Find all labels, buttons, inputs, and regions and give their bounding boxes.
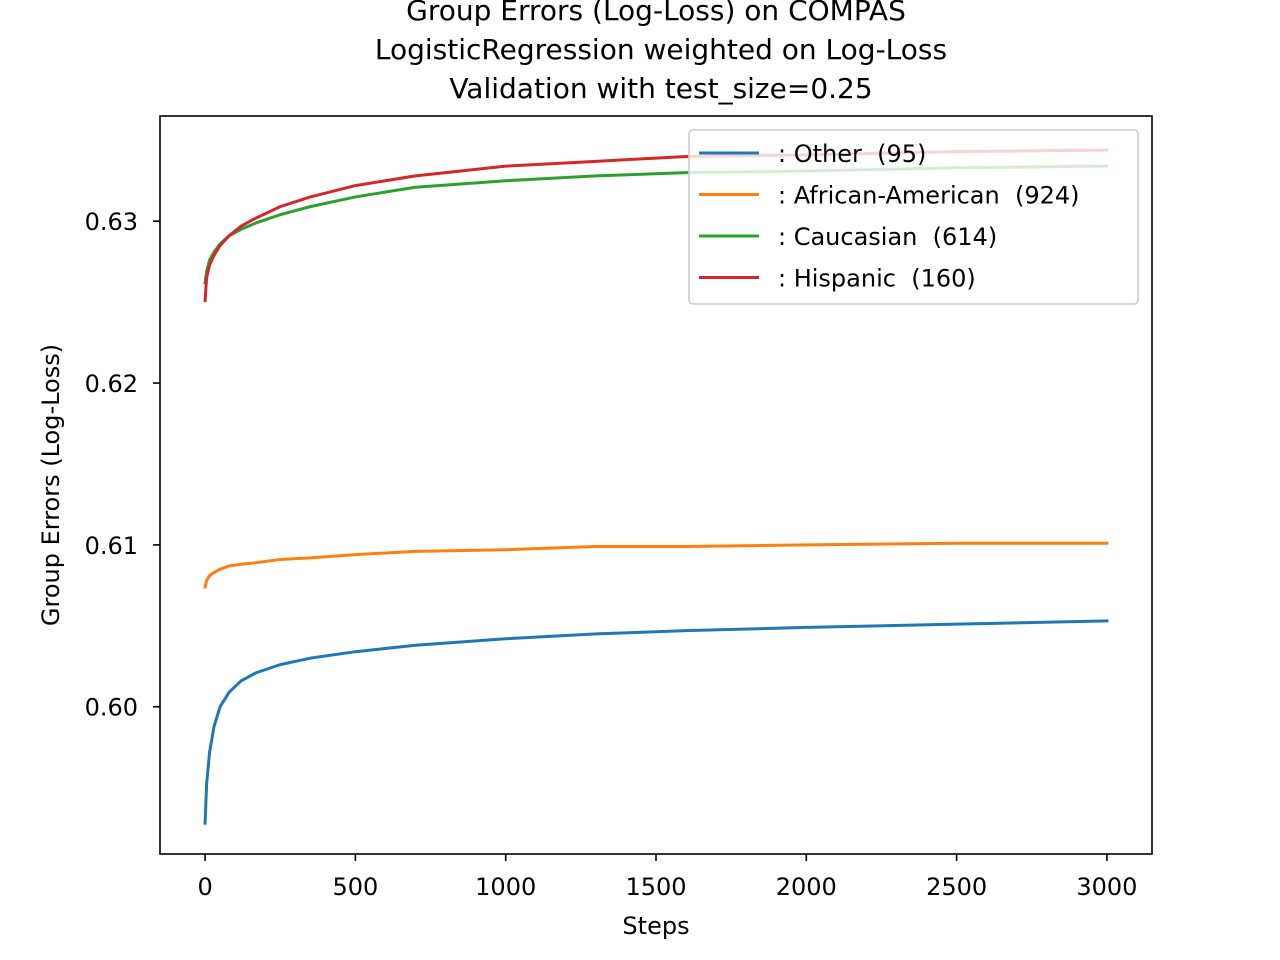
y-tick-label: 0.60 — [85, 694, 138, 722]
plot-frame — [159, 115, 1153, 855]
x-tick-label: 0 — [197, 873, 212, 901]
chart-title-line-1: Group Errors (Log-Loss) on COMPAS — [406, 0, 906, 27]
legend: : Other (95) : African-American (924) : Ca… — [688, 129, 1139, 305]
legend-box — [688, 129, 1139, 305]
x-tick-label: 2500 — [926, 873, 987, 901]
chart-title-line-3: Validation with test_size=0.25 — [449, 72, 872, 105]
series-line — [203, 619, 1109, 825]
x-tick-label: 500 — [332, 873, 378, 901]
x-axis-label: Steps — [622, 912, 689, 940]
y-tick-label: 0.63 — [85, 208, 138, 236]
x-tick-label: 2000 — [776, 873, 837, 901]
x-tick-label: 1500 — [625, 873, 686, 901]
x-tick-label: 1000 — [475, 873, 536, 901]
chart-title-line-2: LogisticRegression weighted on Log-Loss — [375, 33, 947, 66]
y-tick-label: 0.62 — [85, 370, 138, 398]
legend-entry-label: : Caucasian (614) — [778, 223, 997, 251]
series-line — [203, 541, 1109, 589]
x-tick-label: 3000 — [1076, 873, 1137, 901]
legend-entry-label: : African-American (924) — [778, 182, 1080, 210]
legend-entry-label: : Other (95) — [778, 140, 926, 168]
y-tick-label: 0.61 — [85, 532, 138, 560]
y-axis-label: Group Errors (Log-Loss) — [37, 344, 65, 626]
legend-entry-label: : Hispanic (160) — [778, 265, 976, 293]
